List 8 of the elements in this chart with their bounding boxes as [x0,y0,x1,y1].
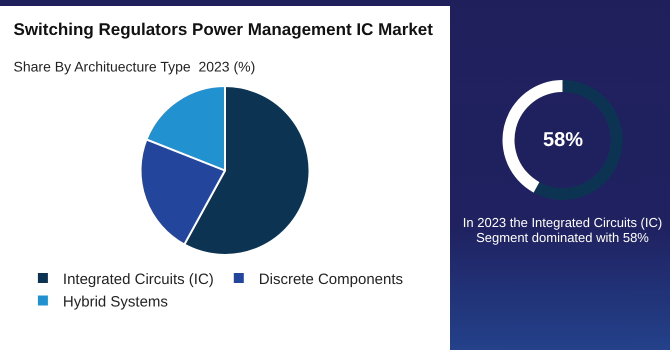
donut-slice [534,80,622,200]
legend-label: Integrated Circuits (IC) [62,270,214,288]
chart-title: Switching Regulators Power Management IC Market [14,20,434,40]
legend-label: Discrete Components [258,270,404,288]
data-label: 58% [543,129,584,151]
legend-label: Hybrid Systems [62,293,168,310]
text: In 2023 the Integrated Circuits (IC) Segment dominated with 58% [462,215,664,245]
chart-subtitle: Share By Archituecture Type 2023 (%) [14,58,256,74]
